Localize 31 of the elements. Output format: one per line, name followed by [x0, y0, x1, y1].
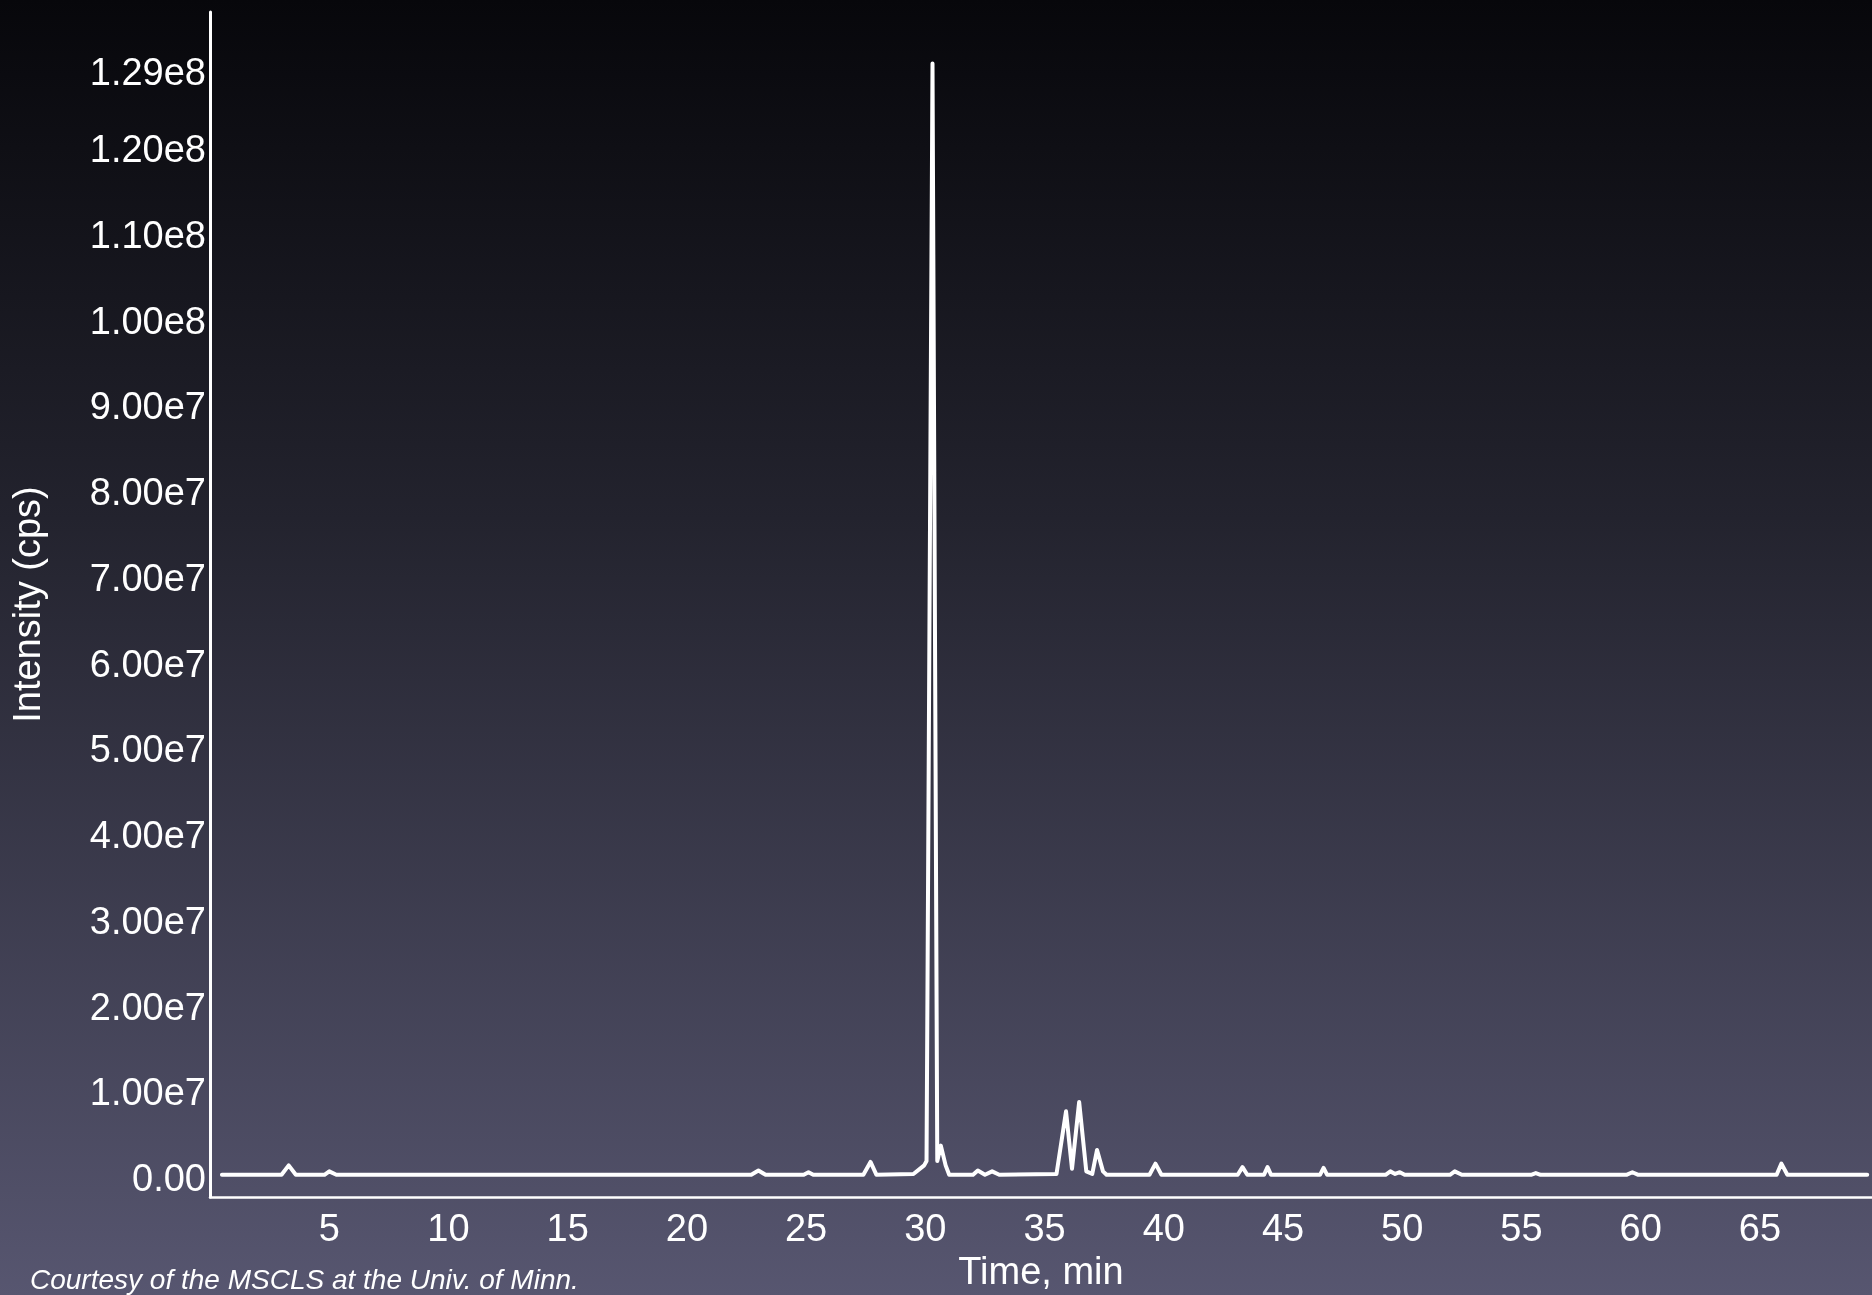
x-tick-label: 30	[904, 1207, 947, 1250]
x-tick-label: 20	[665, 1207, 709, 1250]
x-tick-label: 65	[1738, 1207, 1782, 1250]
x-tick-label: 60	[1619, 1207, 1662, 1250]
y-tick-label: 1.29e8	[89, 51, 206, 94]
x-axis-title: Time, min	[958, 1250, 1124, 1292]
y-tick-label: 2.00e7	[89, 985, 206, 1028]
y-tick-label: 3.00e7	[89, 899, 206, 942]
text: Courtesy of the MSCLS at the Univ. of Minn.	[30, 1263, 579, 1295]
x-tick-label: 35	[1023, 1207, 1066, 1250]
y-tick-label: 1.00e7	[89, 1071, 206, 1114]
y-tick-label: 0.00	[132, 1157, 206, 1200]
x-tick-label: 40	[1142, 1207, 1185, 1250]
y-tick-label: 4.00e7	[89, 814, 206, 857]
x-tick-label: 15	[546, 1207, 589, 1250]
x-tick-label: 50	[1381, 1207, 1424, 1250]
x-tick-label: 5	[318, 1207, 340, 1250]
y-tick-label: 6.00e7	[89, 642, 206, 685]
y-tick-label: 7.00e7	[89, 556, 206, 599]
y-tick-label: 1.10e8	[89, 213, 206, 256]
y-axis-title: Intensity (cps)	[6, 486, 48, 723]
y-tick-label: 9.00e7	[89, 385, 206, 428]
line-series	[219, 61, 1870, 1177]
y-tick-label: 1.20e8	[89, 128, 206, 171]
y-tick-label: 5.00e7	[89, 728, 206, 771]
x-tick-label: 25	[784, 1207, 828, 1250]
y-tick-label: 8.00e7	[89, 471, 206, 514]
x-tick-label: 45	[1261, 1207, 1305, 1250]
y-tick-label: 1.00e8	[89, 299, 206, 342]
x-tick-label: 10	[427, 1207, 470, 1250]
x-tick-label: 55	[1500, 1207, 1543, 1250]
